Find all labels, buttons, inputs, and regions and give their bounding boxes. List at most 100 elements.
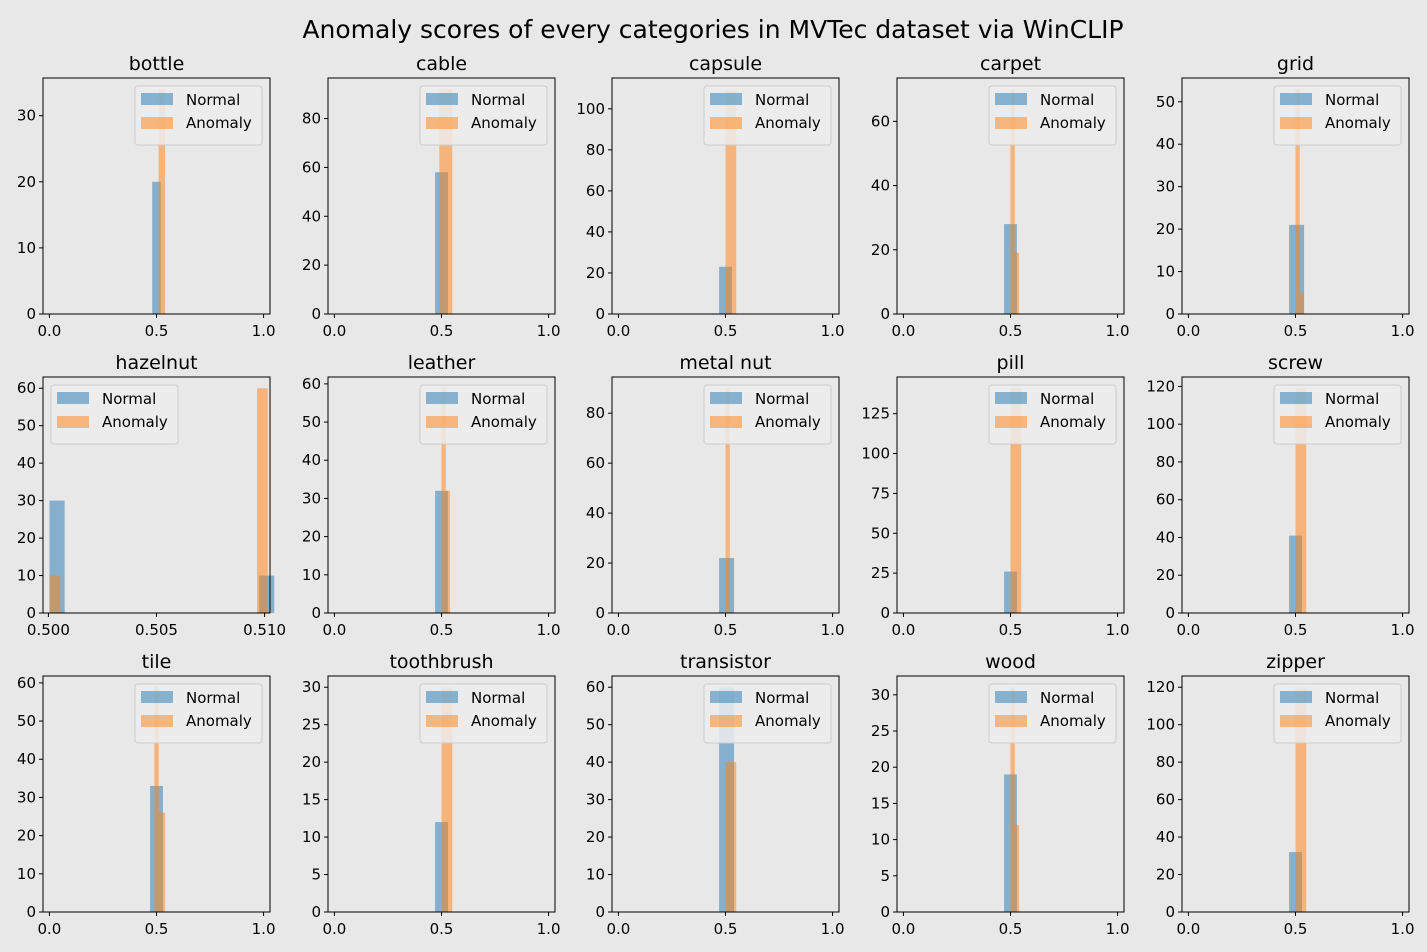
y-tick-label: 50 — [17, 417, 36, 435]
subplot-toothbrush: 0 5 10 15 20 25 30 0.0 0.5 1.0 toothbrush Normal Ano… — [302, 651, 561, 938]
legend-swatch-normal — [995, 93, 1027, 105]
legend-swatch-normal — [426, 691, 458, 703]
anomaly-bar — [1295, 687, 1307, 912]
legend-swatch-anomaly — [995, 416, 1027, 428]
y-tick-label: 50 — [871, 524, 890, 542]
anomaly-bar — [257, 388, 268, 613]
anomaly-bar — [441, 387, 446, 613]
legend-label-anomaly: Anomaly — [1040, 114, 1106, 132]
y-tick-label: 80 — [586, 141, 605, 159]
legend: Normal Anomaly — [50, 384, 179, 445]
y-tick-label: 0 — [26, 903, 36, 921]
anomaly-bar — [1295, 89, 1300, 314]
x-tick-label: 1.0 — [1391, 322, 1415, 340]
legend-label-normal: Normal — [102, 390, 156, 408]
normal-bar — [152, 181, 161, 314]
legend-label-normal: Normal — [471, 91, 525, 109]
y-tick-label: 10 — [17, 567, 36, 585]
y-tick-label: 20 — [302, 256, 321, 274]
y-tick-label: 60 — [586, 678, 605, 696]
legend-label-anomaly: Anomaly — [1325, 712, 1391, 730]
y-tick-label: 60 — [586, 182, 605, 200]
legend-swatch-normal — [1280, 93, 1312, 105]
legend-swatch-anomaly — [426, 117, 458, 129]
y-tick-label: 40 — [586, 223, 605, 241]
legend-label-anomaly: Anomaly — [1040, 712, 1106, 730]
y-tick-label: 20 — [871, 758, 890, 776]
x-tick-label: 0.5 — [999, 621, 1023, 639]
x-tick-label: 1.0 — [1106, 322, 1130, 340]
y-tick-label: 40 — [17, 750, 36, 768]
subplot-title: tile — [142, 651, 172, 673]
anomaly-bar — [725, 762, 737, 912]
y-tick-label: 20 — [17, 173, 36, 191]
anomaly-bar — [725, 388, 730, 613]
y-tick-label: 50 — [302, 413, 321, 431]
legend-swatch-anomaly — [710, 117, 742, 129]
y-tick-label: 10 — [17, 239, 36, 257]
x-tick-label: 0.0 — [606, 621, 630, 639]
y-tick-label: 30 — [302, 489, 321, 507]
x-tick-label: 0.500 — [27, 621, 70, 639]
y-tick-label: 100 — [1146, 415, 1175, 433]
anomaly-bar — [1014, 252, 1020, 314]
y-tick-label: 0 — [880, 903, 890, 921]
legend: Normal Anomaly — [703, 683, 832, 744]
legend-label-anomaly: Anomaly — [1325, 413, 1391, 431]
legend-swatch-anomaly — [1280, 416, 1312, 428]
legend-swatch-anomaly — [426, 715, 458, 727]
legend-label-normal: Normal — [755, 91, 809, 109]
y-tick-label: 40 — [17, 454, 36, 472]
anomaly-bar — [1010, 388, 1022, 613]
y-tick-label: 30 — [1156, 178, 1175, 196]
y-tick-label: 20 — [1156, 866, 1175, 884]
legend-swatch-anomaly — [141, 715, 173, 727]
anomaly-bar — [1299, 292, 1305, 314]
y-tick-label: 0 — [1165, 604, 1175, 622]
anomaly-bar — [154, 686, 159, 912]
legend: Normal Anomaly — [1273, 683, 1402, 744]
y-tick-label: 15 — [302, 791, 321, 809]
y-tick-label: 60 — [17, 379, 36, 397]
subplot-title: hazelnut — [115, 352, 197, 374]
legend-swatch-anomaly — [426, 416, 458, 428]
y-tick-label: 125 — [861, 405, 890, 423]
legend-swatch-normal — [141, 691, 173, 703]
x-tick-label: 1.0 — [821, 322, 845, 340]
y-tick-label: 0 — [311, 903, 321, 921]
y-tick-label: 25 — [302, 716, 321, 734]
subplot-metal-nut: 0 20 40 60 80 0.0 0.5 1.0 metal nut Normal Anomaly — [586, 352, 845, 639]
legend-swatch-normal — [710, 392, 742, 404]
y-tick-label: 30 — [17, 492, 36, 510]
subplot-title: pill — [997, 352, 1025, 374]
y-tick-label: 50 — [586, 716, 605, 734]
y-tick-label: 20 — [586, 264, 605, 282]
y-tick-label: 20 — [302, 528, 321, 546]
y-tick-label: 0 — [595, 604, 605, 622]
x-tick-label: 0.5 — [430, 920, 454, 938]
x-tick-label: 0.0 — [37, 920, 61, 938]
y-tick-label: 20 — [17, 827, 36, 845]
subplot-hazelnut: 0 10 20 30 40 50 60 0.500 0.505 0.510 hazelnut Norm… — [17, 352, 286, 639]
legend-label-anomaly: Anomaly — [471, 712, 537, 730]
legend-label-normal: Normal — [1325, 689, 1379, 707]
y-tick-label: 5 — [880, 867, 890, 885]
legend-label-normal: Normal — [471, 689, 525, 707]
subplot-carpet: 0 20 40 60 0.0 0.5 1.0 carpet Normal Anomaly — [871, 53, 1130, 340]
x-tick-label: 1.0 — [252, 920, 276, 938]
x-tick-label: 1.0 — [537, 920, 561, 938]
y-tick-label: 0 — [595, 305, 605, 323]
y-tick-label: 60 — [871, 112, 890, 130]
legend-label-anomaly: Anomaly — [186, 712, 252, 730]
x-tick-label: 0.0 — [37, 322, 61, 340]
x-tick-label: 0.5 — [145, 920, 169, 938]
subplot-title: cable — [416, 53, 467, 75]
legend-swatch-anomaly — [1280, 715, 1312, 727]
x-tick-label: 0.0 — [322, 322, 346, 340]
legend-label-normal: Normal — [755, 390, 809, 408]
